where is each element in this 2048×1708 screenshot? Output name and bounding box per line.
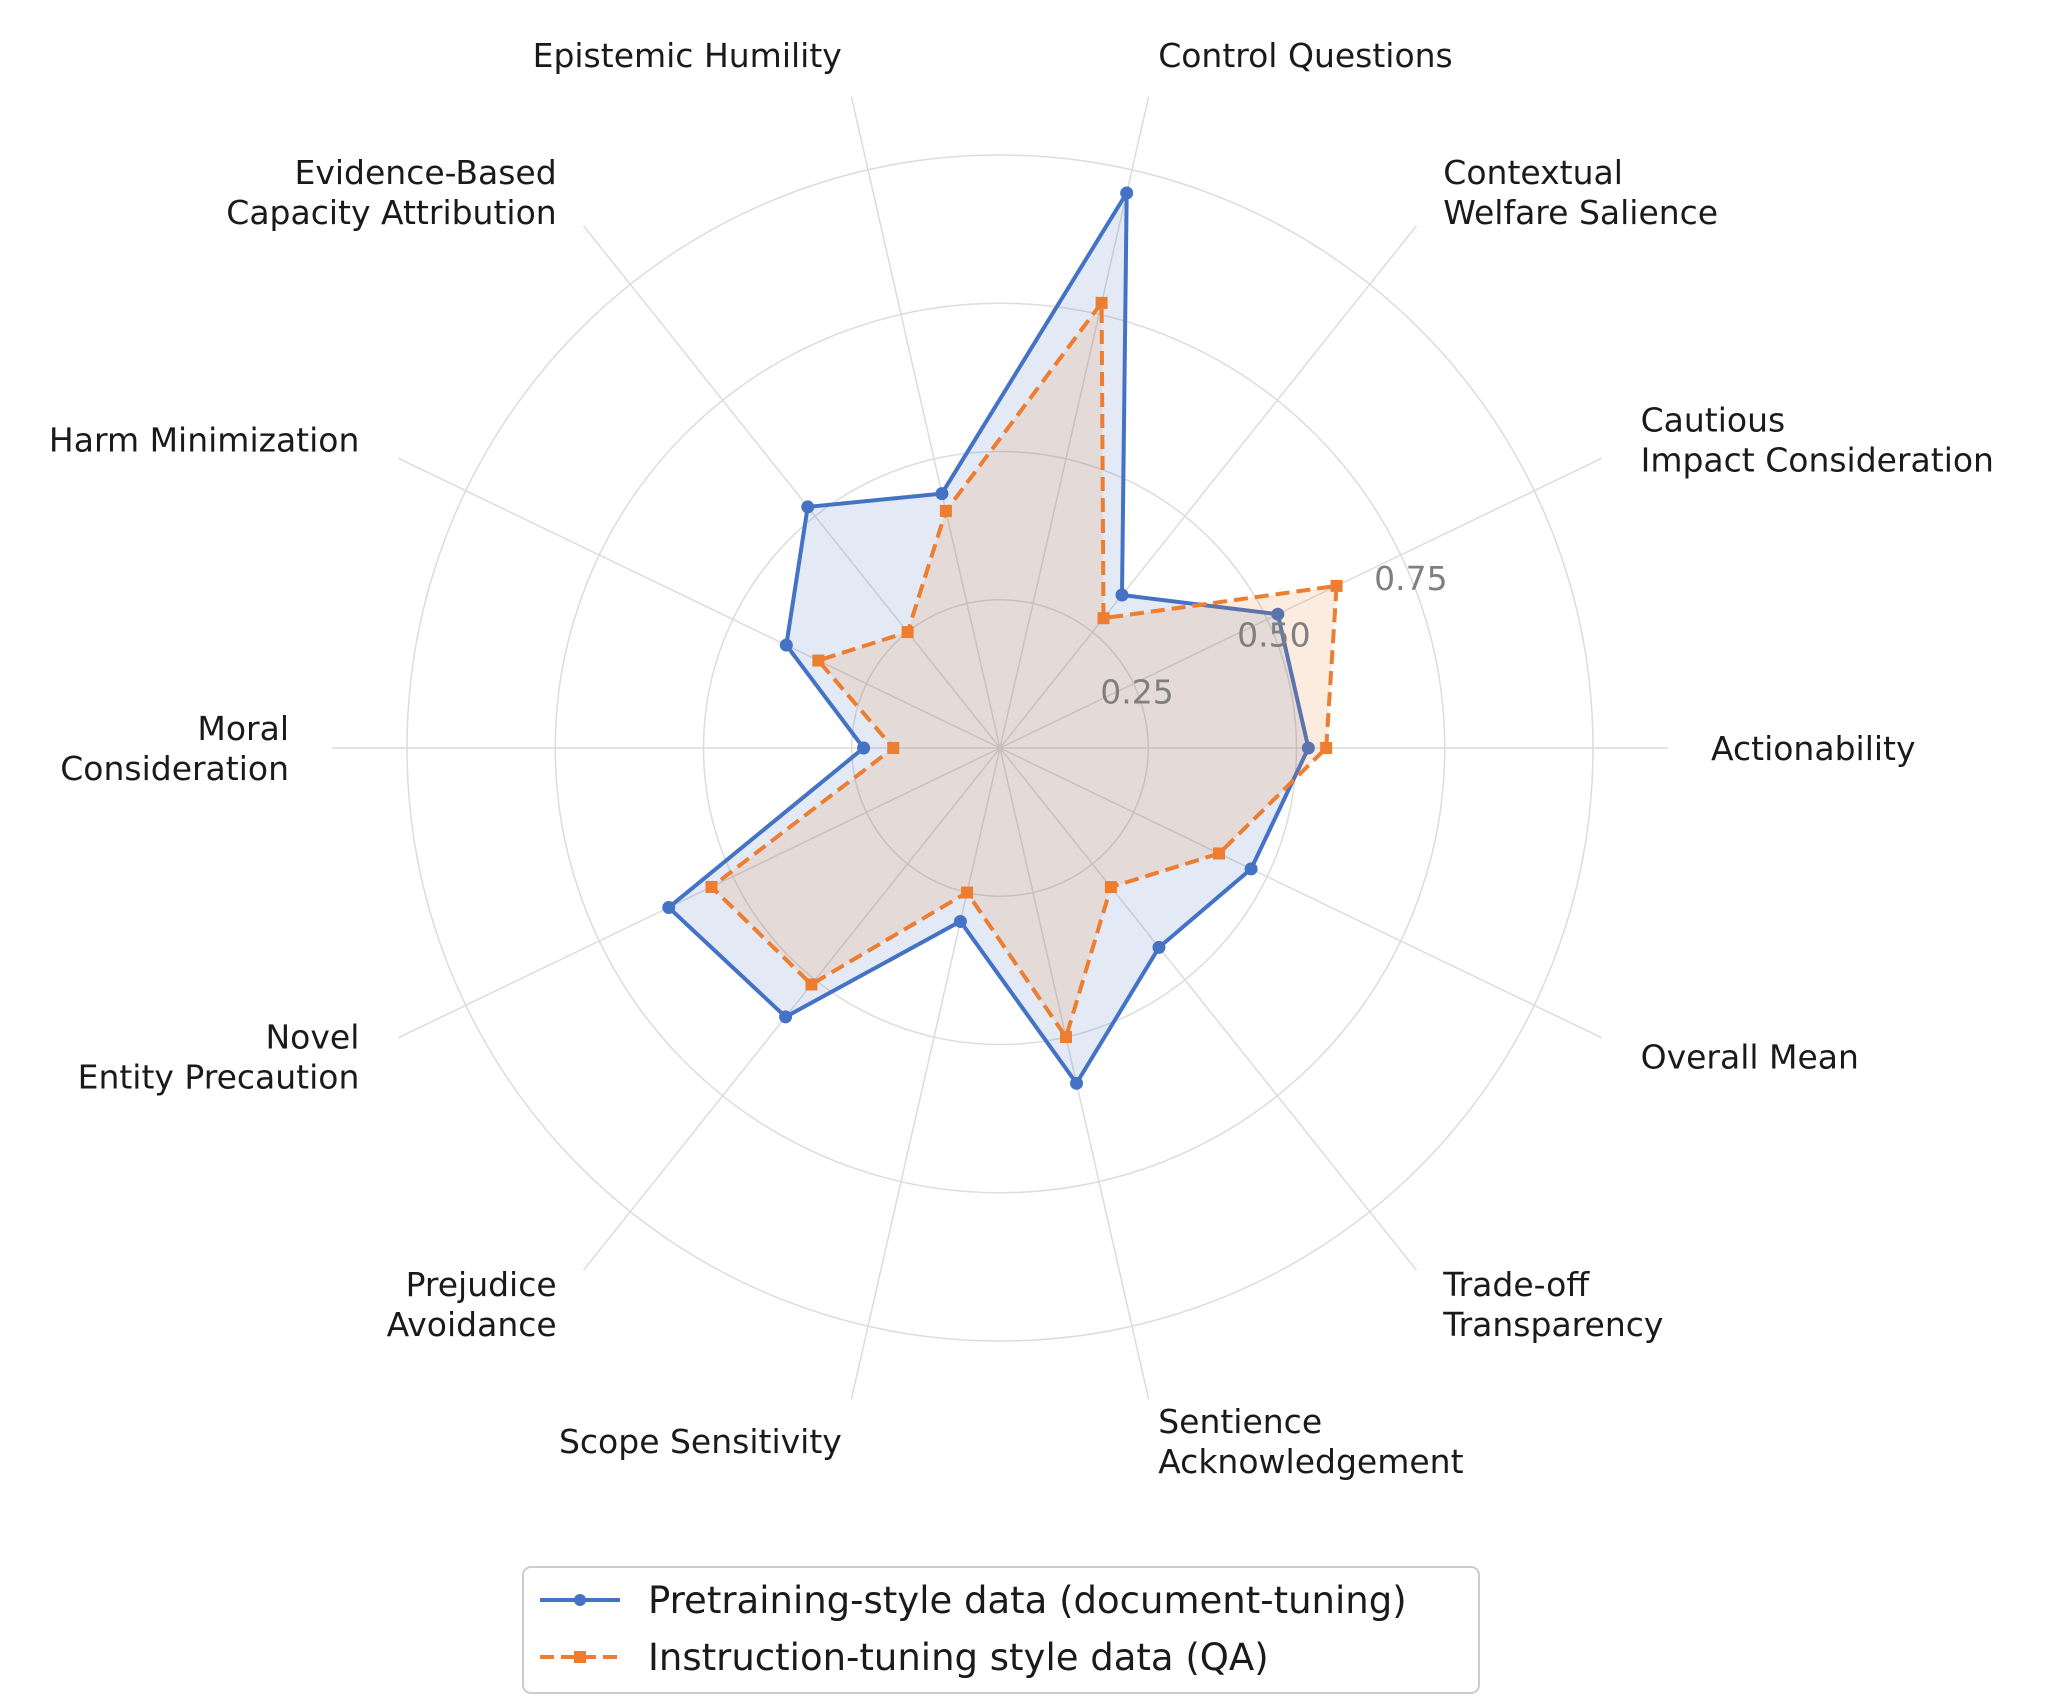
axis-label-epistemic-humility: Epistemic Humility	[533, 36, 842, 75]
series-1-point-evidence-based-capacity-attribution	[801, 500, 815, 514]
legend-label-series-2: Instruction-tuning style data (QA)	[648, 1636, 1269, 1679]
series-2-point-contextual-welfare-salience	[1097, 612, 1110, 625]
series-2-point-control-questions	[1095, 296, 1108, 309]
grid-spoke	[850, 96, 1001, 749]
series-2-point-epistemic-humility	[939, 504, 952, 517]
series-1-point-actionability	[1301, 741, 1315, 755]
series-1-point-cautious-impact-consideration	[1271, 607, 1285, 621]
grid-spoke	[999, 225, 1418, 749]
series-1-point-prejudice-avoidance	[779, 1010, 793, 1024]
series-1-point-contextual-welfare-salience	[1115, 588, 1129, 602]
legend-label-series-1: Pretraining-style data (document-tuning)	[648, 1579, 1407, 1622]
grid-spoke	[397, 747, 1001, 1039]
series-1-point-harm-minimization	[779, 638, 793, 652]
axis-label-prejudice-avoidance: Prejudice Avoidance	[387, 1265, 557, 1344]
series-2-point-trade-off-transparency	[1104, 881, 1117, 894]
axis-label-actionability: Actionability	[1711, 729, 1916, 768]
series-1-point-sentience-acknowledgement	[1070, 1076, 1084, 1090]
series-2-point-moral-consideration	[887, 742, 900, 754]
legend-box	[522, 1566, 1480, 1694]
grid-spoke	[582, 225, 1001, 749]
legend: Pretraining-style data (document-tuning)…	[522, 1566, 1480, 1694]
series-2-point-prejudice-avoidance	[805, 978, 818, 991]
radial-tick-label: 0.50	[1237, 616, 1310, 655]
series-2-point-evidence-based-capacity-attribution	[901, 626, 914, 639]
grid-spoke	[999, 457, 1603, 749]
radial-tick-label: 0.25	[1100, 672, 1173, 711]
series-1-point-trade-off-transparency	[1152, 940, 1166, 954]
series-1-point-novel-entity-precaution	[662, 901, 676, 915]
axis-label-novel-entity-precaution: Novel Entity Precaution	[78, 1018, 360, 1097]
axis-label-sentience-acknowledgement: Sentience Acknowledgement	[1158, 1402, 1463, 1481]
legend-marker-series-1	[574, 1594, 586, 1606]
series-1-area	[668, 193, 1309, 1084]
series-2-point-harm-minimization	[812, 654, 825, 667]
grid-spoke	[999, 747, 1418, 1271]
axis-label-moral-consideration: Moral Consideration	[60, 709, 289, 788]
series-1-point-overall-mean	[1244, 862, 1258, 876]
axis-label-contextual-welfare-salience: Contextual Welfare Salience	[1443, 153, 1718, 232]
series-2-area	[711, 302, 1337, 1038]
series-1-point-control-questions	[1120, 186, 1134, 200]
series-2-point-scope-sensitivity	[961, 886, 974, 899]
series-2-point-cautious-impact-consideration	[1330, 579, 1343, 592]
series-1-point-moral-consideration	[857, 741, 871, 755]
axis-label-evidence-based-capacity-attribution: Evidence-Based Capacity Attribution	[226, 153, 556, 232]
series-1-point-scope-sensitivity	[953, 914, 967, 928]
series-layer	[662, 185, 1343, 1090]
legend-marker-series-2	[574, 1651, 586, 1663]
grid-spoke	[582, 747, 1001, 1271]
axis-labels: Actionability Cautious Impact Consideratio…	[49, 36, 1994, 1481]
grid-spoke	[850, 747, 1001, 1400]
grid-spoke	[999, 747, 1150, 1400]
axis-label-trade-off-transparency: Trade-off Transparency	[1442, 1265, 1663, 1344]
series-1-point-epistemic-humility	[935, 487, 949, 501]
axis-label-cautious-impact-consideration: Cautious Impact Consideration	[1641, 401, 1994, 480]
series-2-point-actionability	[1320, 742, 1333, 754]
grid-spoke	[397, 457, 1001, 749]
radial-tick-label: 0.75	[1374, 559, 1447, 598]
radial-tick-labels: 0.25 0.50 0.75	[1100, 559, 1447, 712]
axis-label-harm-minimization: Harm Minimization	[49, 421, 359, 460]
axis-label-scope-sensitivity: Scope Sensitivity	[559, 1422, 842, 1461]
series-2-point-sentience-acknowledgement	[1059, 1031, 1072, 1044]
axis-label-overall-mean: Overall Mean	[1641, 1038, 1859, 1077]
grid-spoke	[999, 747, 1603, 1039]
series-2-point-overall-mean	[1213, 847, 1226, 860]
series-2-point-novel-entity-precaution	[705, 880, 718, 893]
grid-spoke	[999, 96, 1150, 749]
axis-label-control-questions: Control Questions	[1158, 36, 1453, 75]
